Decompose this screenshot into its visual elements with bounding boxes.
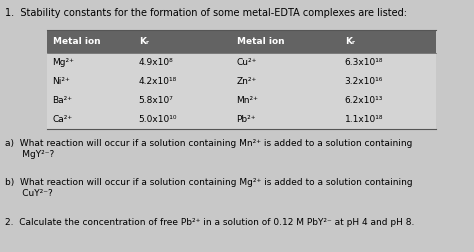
Text: 5.8x10⁷: 5.8x10⁷: [139, 96, 173, 105]
Text: 1.1x10¹⁸: 1.1x10¹⁸: [345, 115, 383, 123]
Text: Metal ion: Metal ion: [237, 37, 284, 46]
Text: Mn²⁺: Mn²⁺: [237, 96, 258, 105]
Text: 1.  Stability constants for the formation of some metal-EDTA complexes are liste: 1. Stability constants for the formation…: [5, 8, 407, 18]
Text: b)  What reaction will occur if a solution containing Mg²⁺ is added to a solutio: b) What reaction will occur if a solutio…: [5, 178, 412, 199]
Text: 4.2x10¹⁸: 4.2x10¹⁸: [139, 77, 177, 86]
Text: Mg²⁺: Mg²⁺: [53, 58, 74, 67]
Text: Metal ion: Metal ion: [53, 37, 100, 46]
Bar: [47, 53, 436, 129]
Text: 2.  Calculate the concentration of free Pb²⁺ in a solution of 0.12 M PbY²⁻ at pH: 2. Calculate the concentration of free P…: [5, 218, 414, 227]
Text: 4.9x10⁸: 4.9x10⁸: [139, 58, 173, 67]
Text: 6.3x10¹⁸: 6.3x10¹⁸: [345, 58, 383, 67]
Text: a)  What reaction will occur if a solution containing Mn²⁺ is added to a solutio: a) What reaction will occur if a solutio…: [5, 139, 412, 160]
Text: Cu²⁺: Cu²⁺: [237, 58, 257, 67]
Text: Kᵣ: Kᵣ: [345, 37, 355, 46]
Text: Ba²⁺: Ba²⁺: [53, 96, 73, 105]
Text: Ni²⁺: Ni²⁺: [53, 77, 70, 86]
Text: Kᵣ: Kᵣ: [139, 37, 149, 46]
Bar: [47, 30, 436, 53]
Text: Ca²⁺: Ca²⁺: [53, 115, 73, 123]
Text: Zn²⁺: Zn²⁺: [237, 77, 257, 86]
Text: 5.0x10¹⁰: 5.0x10¹⁰: [139, 115, 177, 123]
Text: 3.2x10¹⁶: 3.2x10¹⁶: [345, 77, 383, 86]
Text: 6.2x10¹³: 6.2x10¹³: [345, 96, 383, 105]
Text: Pb²⁺: Pb²⁺: [237, 115, 256, 123]
